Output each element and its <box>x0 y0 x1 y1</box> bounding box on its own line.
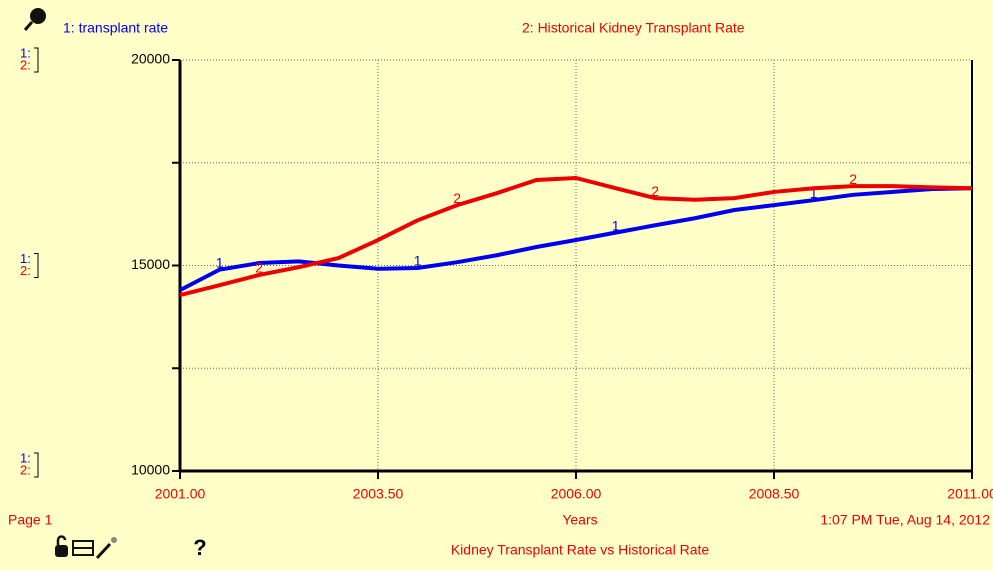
axis-key-bracket <box>34 47 39 73</box>
x-tick-label: 2011.00 <box>947 486 993 502</box>
y-tick-label: 20000 <box>131 51 170 67</box>
wand-icon[interactable] <box>95 537 117 560</box>
y-tick-label: 10000 <box>131 462 170 478</box>
series-marker: 2 <box>651 183 659 199</box>
x-tick-label: 2008.50 <box>749 486 800 502</box>
axis-key: 2: <box>20 263 31 278</box>
legend-entry: 1: transplant rate <box>63 20 168 36</box>
print-icon[interactable] <box>72 540 94 556</box>
axis-key: 2: <box>20 462 31 477</box>
timestamp: 1:07 PM Tue, Aug 14, 2012 <box>820 512 990 528</box>
axis-key-bracket <box>34 452 39 478</box>
axis-key: 1: <box>20 251 31 266</box>
series-line <box>179 175 973 298</box>
chart-title: Kidney Transplant Rate vs Historical Rat… <box>451 542 710 558</box>
page-label: Page 1 <box>8 512 53 528</box>
axis-key: 1: <box>20 45 31 60</box>
help-icon[interactable]: ? <box>193 535 206 560</box>
magnifier-icon[interactable] <box>23 8 46 31</box>
legend-entry: 2: Historical Kidney Transplant Rate <box>522 20 745 36</box>
series-marker: 1 <box>810 185 818 201</box>
x-tick-label: 2001.00 <box>155 486 206 502</box>
lock-icon[interactable] <box>55 535 68 558</box>
axis-key: 2: <box>20 57 31 72</box>
series-marker: 1 <box>216 254 224 270</box>
series-marker: 2 <box>453 190 461 206</box>
series-marker: 2 <box>849 171 857 187</box>
x-axis-label: Years <box>562 512 597 528</box>
series-marker: 1 <box>612 217 620 233</box>
series-marker: 1 <box>414 253 422 269</box>
x-tick-label: 2003.50 <box>353 486 404 502</box>
x-tick-label: 2006.00 <box>551 486 602 502</box>
axis-key: 1: <box>20 450 31 465</box>
series-marker: 2 <box>255 260 263 276</box>
series-line <box>179 186 973 292</box>
y-tick-label: 15000 <box>131 256 170 272</box>
axis-key-bracket <box>34 253 39 278</box>
